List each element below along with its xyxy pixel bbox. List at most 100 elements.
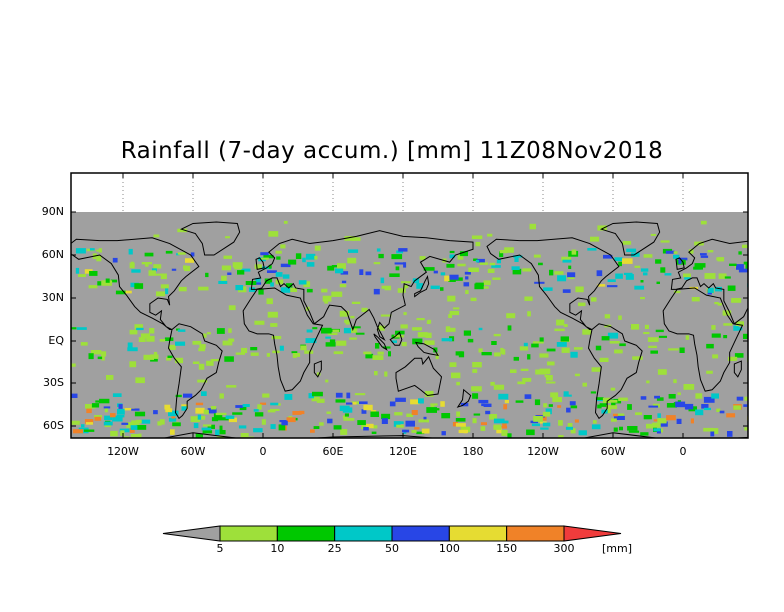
rain-cell: [310, 429, 315, 433]
rain-cell: [610, 387, 616, 391]
rain-cell: [203, 409, 209, 415]
rain-cell: [587, 248, 597, 251]
rain-cell: [733, 405, 741, 410]
rain-cell: [129, 361, 137, 368]
rain-cell: [253, 409, 259, 412]
rain-cell: [590, 391, 597, 394]
rain-cell: [288, 259, 297, 265]
rain-cell: [324, 301, 329, 304]
rain-cell: [684, 403, 694, 410]
rain-cell: [380, 277, 385, 284]
rain-cell: [250, 347, 258, 351]
rain-cell: [706, 370, 713, 374]
rain-cell: [110, 279, 118, 283]
rain-cell: [700, 255, 709, 258]
rain-cell: [219, 430, 226, 435]
lon-label: 60W: [180, 445, 206, 458]
rain-cell: [596, 270, 603, 277]
rain-cell: [164, 404, 171, 410]
rain-cell: [138, 433, 142, 438]
rain-cell: [607, 285, 618, 288]
rain-cell: [502, 420, 509, 424]
rain-cell: [440, 401, 445, 407]
rain-cell: [631, 324, 640, 330]
rain-cell: [590, 236, 600, 242]
rain-cell: [277, 403, 281, 406]
rain-cell: [688, 249, 694, 254]
rain-cell: [569, 401, 576, 406]
rain-cell: [416, 431, 425, 435]
rain-cell: [89, 271, 98, 276]
rain-cell: [597, 225, 607, 231]
rain-cell: [591, 424, 601, 430]
rain-cell: [735, 327, 743, 331]
rain-cell: [456, 411, 461, 417]
rain-cell: [703, 427, 714, 432]
coastline: [486, 237, 620, 331]
colorbar-swatch: [391, 525, 450, 542]
rain-cell: [460, 426, 471, 433]
rain-cell: [86, 408, 92, 414]
rain-cell: [267, 270, 277, 273]
rain-cell: [185, 258, 194, 263]
rain-cell: [647, 337, 659, 342]
rain-cell: [459, 251, 468, 257]
rain-cell: [706, 343, 714, 349]
rain-cell: [475, 241, 481, 247]
rain-cell: [643, 415, 652, 420]
coastline: [414, 341, 440, 357]
rain-cell: [398, 248, 408, 252]
coastline: [255, 257, 265, 270]
rain-cell: [135, 377, 145, 384]
rain-cell: [472, 362, 482, 368]
rain-cell: [130, 434, 139, 438]
rain-cell: [711, 393, 719, 399]
coastline: [373, 333, 388, 351]
rain-cell: [543, 287, 553, 291]
rain-cell: [326, 411, 332, 414]
rain-cell: [403, 285, 409, 289]
rain-cell: [335, 392, 343, 398]
rain-cell: [206, 360, 214, 366]
rain-cell: [168, 417, 177, 422]
rain-cell: [365, 271, 372, 276]
rain-cell: [375, 343, 380, 349]
rain-cell: [371, 431, 377, 434]
rain-cell: [241, 347, 248, 354]
rain-cell: [268, 231, 279, 237]
rain-cell: [654, 395, 660, 399]
rain-cell: [254, 264, 262, 269]
rain-cell: [565, 426, 573, 430]
lon-label: 0: [679, 445, 687, 458]
rain-cell: [729, 263, 737, 266]
rain-cell: [160, 284, 169, 289]
rain-cell: [286, 417, 296, 423]
rain-cell: [283, 220, 288, 224]
rain-cell: [85, 404, 96, 409]
rain-cell: [480, 426, 486, 431]
rain-cell: [473, 413, 481, 416]
rain-cell: [305, 338, 317, 343]
rain-cell: [284, 394, 293, 400]
rain-cell: [567, 272, 576, 278]
rain-cell: [78, 274, 86, 277]
rain-cell: [453, 307, 460, 310]
rain-cell: [549, 269, 554, 276]
rain-cell: [210, 359, 219, 362]
rain-cell: [267, 409, 276, 413]
rain-cell: [298, 410, 305, 415]
rain-cell: [532, 341, 544, 344]
rain-cell: [127, 342, 133, 348]
rain-cell: [653, 428, 661, 432]
rain-cell: [333, 351, 344, 355]
rain-cell: [477, 258, 485, 263]
coastline: [587, 323, 643, 420]
rain-cell: [556, 319, 565, 326]
rain-cell: [574, 373, 580, 377]
rain-cell: [97, 356, 103, 360]
rain-cell: [723, 335, 728, 339]
rain-cell: [192, 340, 202, 345]
rain-cell: [333, 425, 342, 430]
rain-cell: [116, 415, 125, 418]
rain-cell: [735, 321, 744, 326]
